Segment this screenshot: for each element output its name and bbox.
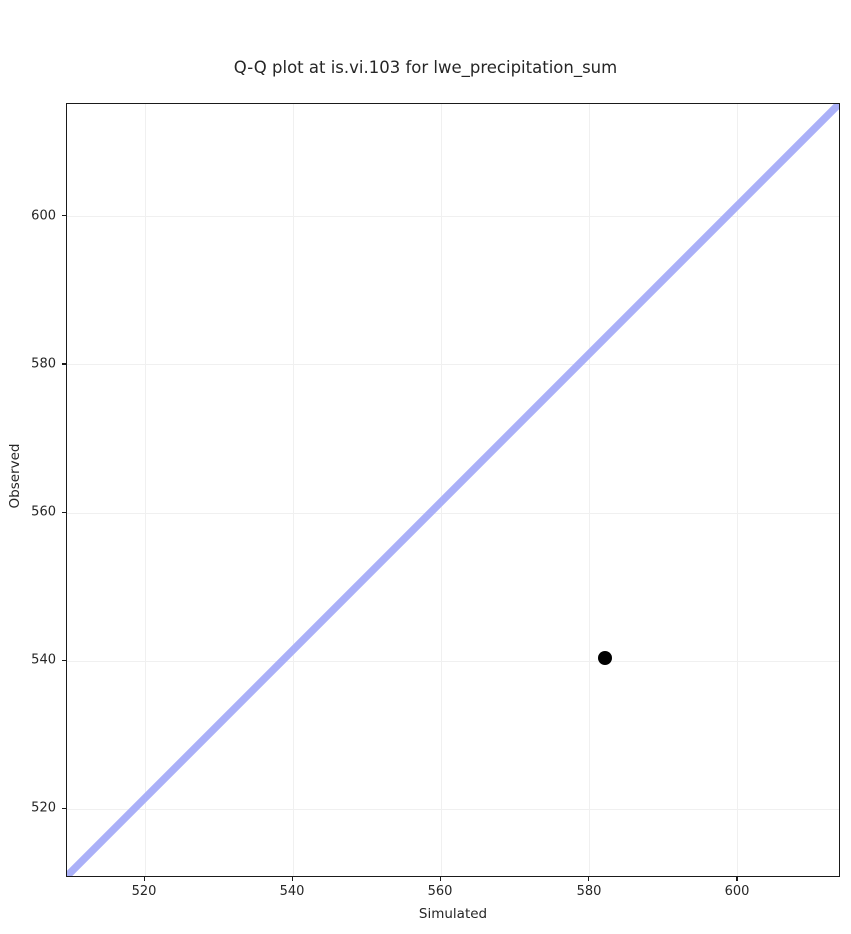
tick-y-580 (62, 363, 66, 365)
tick-label-x-600: 600 (724, 884, 750, 899)
tick-y-520 (62, 807, 66, 810)
gridline-vertical-520 (144, 104, 146, 876)
tick-label-y-540: 540 (31, 652, 56, 668)
chart-title-line-1: Q-Q plot at is.vi.103 for lwe_precipitat… (233, 58, 618, 77)
gridline-vertical-560 (441, 104, 443, 876)
gridline-horizontal-580 (67, 364, 839, 366)
tick-y-600 (62, 215, 66, 217)
tick-x-540 (291, 877, 294, 881)
tick-label-y-520: 520 (31, 800, 56, 816)
tick-y-540 (62, 659, 66, 661)
gridline-horizontal-560 (67, 512, 839, 514)
tick-label-y-580: 580 (31, 356, 56, 372)
tick-x-520 (143, 877, 145, 881)
tick-label-x-560: 560 (427, 884, 453, 899)
tick-label-x-520: 520 (131, 884, 157, 899)
tick-x-580 (588, 877, 590, 881)
tick-label-x-580: 580 (576, 884, 602, 899)
tick-y-560 (62, 511, 66, 513)
gridline-horizontal-520 (67, 808, 839, 810)
identity-reference-line (67, 104, 839, 876)
y-axis-label: Observed (7, 443, 23, 509)
gridline-vertical-580 (589, 104, 591, 876)
data-point-marker (598, 650, 613, 665)
gridline-vertical-600 (737, 104, 739, 876)
tick-x-560 (440, 877, 442, 881)
tick-label-y-600: 600 (31, 208, 56, 224)
gridline-horizontal-600 (67, 216, 839, 218)
gridline-horizontal-540 (67, 660, 839, 662)
tick-label-x-540: 540 (279, 884, 305, 899)
plot-area (66, 103, 840, 877)
gridline-vertical-540 (292, 104, 294, 876)
x-axis-label: Simulated (418, 906, 488, 922)
tick-x-600 (736, 877, 738, 881)
tick-label-y-560: 560 (31, 504, 56, 520)
